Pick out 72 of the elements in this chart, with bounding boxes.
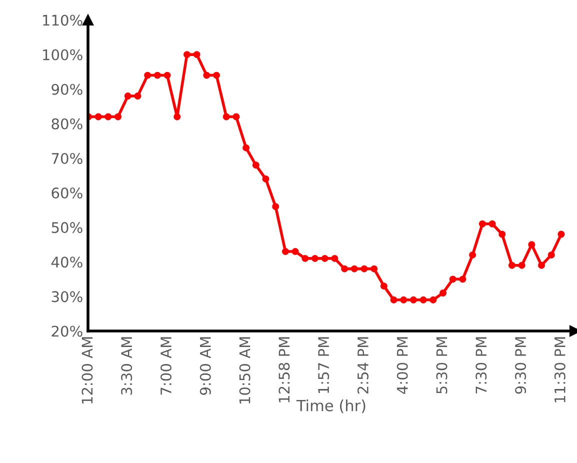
y-tick-label: 50% [52,222,82,234]
point [302,254,309,262]
point [312,254,318,262]
point [440,290,447,296]
x-axis-title: Time (hr) [296,400,366,414]
x-tick-label: 9:30 PM [515,337,526,394]
point [449,276,456,283]
point [350,265,358,272]
x-tick-label: 5:30 PM [436,337,448,394]
point [134,92,142,100]
point [400,296,408,304]
point [292,248,299,255]
point [430,296,437,304]
point [469,252,476,258]
point [420,296,427,304]
point [104,113,112,120]
point [341,265,348,272]
point [114,113,122,120]
point [203,72,210,79]
x-tick-label: 9:00 AM [200,337,211,395]
x-tick-label: 12:00 AM [82,337,93,404]
x-tick-label: 12:58 PM [278,337,290,402]
y-tick-label: 70% [52,152,82,164]
x-tick-label: 3:30 AM [121,337,132,395]
point [154,72,161,79]
point [528,241,536,248]
point [360,265,368,272]
point [508,262,516,269]
point [518,262,526,269]
point [213,72,220,79]
point [282,248,289,255]
y-tick-label: 40% [51,256,82,268]
point [390,296,398,304]
point [459,276,466,283]
point [193,51,200,58]
point [164,72,171,79]
point [380,282,388,290]
y-tick-label: 100% [43,49,82,60]
point [184,51,190,58]
point [272,203,280,210]
point [498,230,506,238]
y-tick-label: 110% [43,14,82,26]
point [222,113,230,120]
point [174,113,181,120]
point [321,254,328,262]
y-tick-label: 90% [52,84,82,95]
y-tick-label: 60% [52,187,82,199]
point [262,175,270,182]
x-tick-label: 11:30 PM [554,337,566,402]
point [488,220,496,228]
point [331,254,338,262]
point [124,92,132,100]
x-tick-label: 7:00 AM [160,337,172,395]
point [94,113,102,120]
y-tick-label: 80% [52,118,82,130]
x-tick-label: 4:00 PM [396,337,408,394]
point [478,220,486,228]
point [548,252,555,258]
point [558,230,565,238]
x-tick-label: 2:54 PM [357,337,368,394]
point [538,262,545,269]
y-tick-label: 30% [52,291,82,302]
point [232,113,240,120]
x-tick-label: 10:50 AM [239,337,250,404]
point [370,265,378,272]
point [410,296,417,304]
x-tick-label: 1:57 PM [318,337,330,394]
point [242,144,250,152]
point [252,162,260,169]
x-tick-label: 7:30 PM [476,337,487,394]
point [144,72,152,79]
y-tick-label: 20% [52,326,82,337]
